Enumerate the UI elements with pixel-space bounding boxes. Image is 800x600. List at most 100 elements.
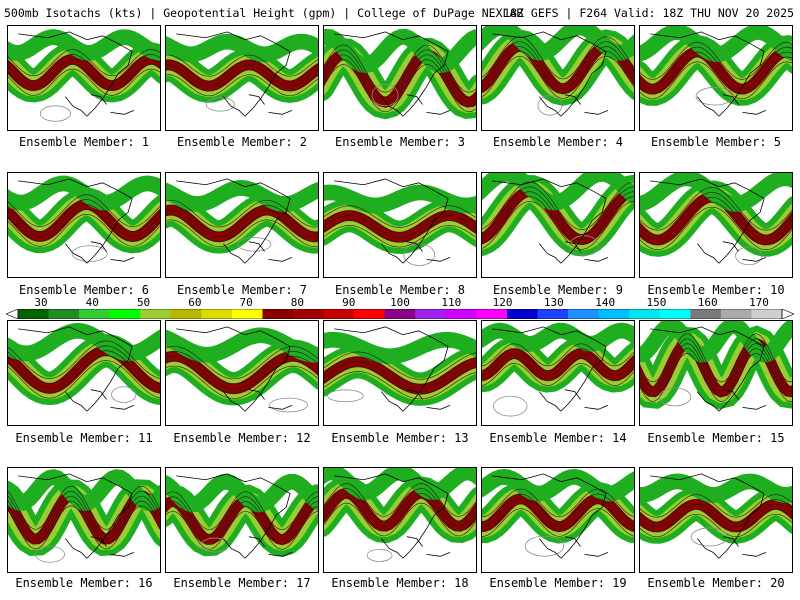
member-map-18 [324, 468, 476, 562]
height-contour [166, 59, 318, 82]
height-contour [8, 194, 160, 228]
low-height-contour [735, 246, 763, 266]
height-contour [8, 49, 160, 77]
height-contour [324, 205, 476, 228]
coastline [176, 473, 293, 559]
coastline [18, 326, 135, 412]
height-contour [8, 68, 160, 96]
height-contour [482, 186, 634, 236]
coastline [650, 178, 767, 264]
jet-band-north [166, 33, 318, 63]
colorbar-tick-label: 50 [136, 296, 151, 309]
height-contour [8, 54, 160, 82]
low-height-contour [34, 545, 65, 563]
colorbar-swatch [751, 309, 783, 319]
colorbar-swatch [140, 309, 172, 319]
height-contour [640, 499, 792, 523]
height-contour [8, 360, 160, 399]
coastline [176, 178, 293, 264]
ensemble-panel-1 [7, 25, 161, 131]
height-contour [166, 69, 318, 92]
ensemble-panel-20 [639, 467, 793, 573]
jet-band-north [8, 29, 160, 61]
member-map-9 [482, 173, 634, 264]
member-caption-1: Ensemble Member: 1 [18, 135, 150, 149]
colorbar-swatch [109, 309, 141, 319]
colorbar-swatch [323, 309, 355, 319]
jet-band-north [640, 173, 792, 212]
height-contour [640, 192, 792, 236]
colorbar-swatch [598, 309, 630, 319]
height-contour [640, 494, 792, 518]
low-height-contour [71, 245, 108, 262]
height-contour [8, 495, 160, 540]
colorbar-swatch [293, 309, 325, 319]
member-map-14 [482, 322, 634, 417]
height-contour [166, 54, 318, 77]
member-map-3 [324, 28, 476, 120]
coastline [650, 31, 767, 117]
height-contour [324, 361, 476, 390]
member-map-10 [640, 173, 792, 266]
height-contour [640, 347, 792, 398]
low-height-contour [537, 95, 563, 116]
height-contour [324, 49, 476, 98]
height-contour [482, 363, 634, 386]
height-contour [324, 492, 476, 527]
colorbar-swatch [506, 309, 539, 319]
colorbar-tick-label: 30 [34, 296, 48, 309]
member-caption-7: Ensemble Member: 7 [176, 283, 308, 297]
colorbar-over-arrow [781, 309, 794, 319]
height-contour [324, 54, 476, 103]
colorbar-swatch [18, 309, 50, 319]
height-contour [166, 355, 318, 389]
member-caption-10: Ensemble Member: 10 [647, 283, 785, 297]
height-contour [482, 201, 634, 250]
height-contour [8, 199, 160, 232]
height-contour [482, 181, 634, 231]
low-height-contour [690, 527, 728, 547]
colorbar-swatch [659, 309, 691, 319]
height-contour [324, 502, 476, 537]
jet-band-north [482, 468, 634, 502]
height-contour [166, 64, 318, 87]
height-contour [8, 204, 160, 237]
height-contour [166, 501, 318, 540]
jet-band-north [8, 175, 160, 211]
coastline [18, 31, 135, 117]
height-contour [640, 201, 792, 246]
jet-band-north [8, 469, 160, 512]
ensemble-panel-16 [7, 467, 161, 573]
coastline [650, 473, 767, 559]
coastline [334, 473, 451, 559]
height-contour [640, 206, 792, 251]
ensemble-panel-5 [639, 25, 793, 131]
height-contour [640, 513, 792, 538]
low-height-contour [493, 395, 528, 417]
height-contour [482, 498, 634, 527]
height-contour [482, 358, 634, 381]
ensemble-panel-10 [639, 172, 793, 278]
jet-band-north [640, 321, 792, 363]
height-contour [166, 204, 318, 233]
colorbar-tick-label: 60 [188, 296, 202, 309]
height-contour [482, 488, 634, 518]
height-contour [8, 505, 160, 550]
colorbar-swatch [537, 309, 569, 319]
colorbar-swatch [476, 309, 508, 319]
height-contour [640, 51, 792, 90]
member-caption-6: Ensemble Member: 6 [18, 283, 150, 297]
colorbar-tick-label: 90 [342, 296, 356, 309]
low-height-contour [403, 243, 436, 266]
height-contour [8, 350, 160, 389]
coastline [492, 178, 609, 264]
colorbar-swatch [568, 309, 600, 319]
colorbar-tick-label: 80 [290, 296, 305, 309]
height-contour [640, 333, 792, 383]
height-contour [640, 187, 792, 231]
height-contour [166, 214, 318, 243]
ensemble-panel-13 [323, 320, 477, 426]
low-height-contour [658, 387, 692, 407]
ensemble-panel-18 [323, 467, 477, 573]
height-contour [8, 355, 160, 394]
